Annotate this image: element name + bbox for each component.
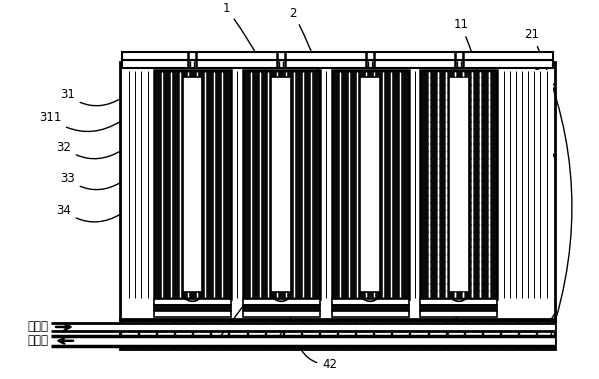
Bar (243, 70, 320, 299)
Text: 3: 3 (533, 68, 554, 85)
Text: 42: 42 (301, 350, 337, 371)
Text: 21: 21 (525, 28, 572, 336)
Bar (420, 305, 497, 311)
Bar (122, 70, 154, 299)
Text: 33: 33 (60, 172, 121, 190)
Text: 31: 31 (60, 88, 121, 106)
Bar (243, 305, 320, 311)
Bar (497, 70, 553, 299)
Bar (302, 321, 319, 349)
Bar (175, 321, 192, 349)
Bar (154, 311, 231, 317)
Text: 34: 34 (56, 204, 121, 222)
Bar (243, 299, 320, 305)
Bar (420, 299, 497, 305)
Bar (139, 321, 156, 349)
Bar (121, 321, 138, 349)
Text: 出水口: 出水口 (27, 334, 49, 347)
Bar (183, 77, 202, 293)
Bar (154, 70, 231, 299)
Bar (537, 321, 554, 349)
Bar (449, 77, 469, 293)
Bar (284, 321, 301, 349)
Bar (247, 321, 265, 349)
Bar (465, 321, 482, 349)
Bar (122, 60, 553, 68)
Bar (332, 311, 409, 317)
Bar (211, 321, 228, 349)
Bar (193, 321, 210, 349)
Bar (271, 77, 291, 293)
Bar (392, 321, 410, 349)
Bar (501, 321, 518, 349)
Text: 2: 2 (280, 6, 335, 335)
Bar (332, 70, 409, 299)
Bar (51, 336, 555, 346)
Bar (410, 321, 428, 349)
Bar (428, 321, 446, 349)
Bar (229, 321, 247, 349)
Bar (374, 321, 391, 349)
Bar (483, 321, 500, 349)
Bar (420, 311, 497, 317)
Bar (265, 321, 283, 349)
Bar (120, 319, 555, 349)
Bar (420, 70, 497, 299)
Text: 进水口: 进水口 (27, 321, 49, 334)
Text: 32: 32 (56, 141, 121, 159)
Bar (120, 63, 555, 321)
Bar (122, 53, 553, 60)
Bar (154, 305, 231, 311)
Text: 41: 41 (530, 127, 555, 158)
Bar (409, 70, 420, 299)
Bar (356, 321, 373, 349)
Text: 311: 311 (39, 111, 121, 132)
Bar (447, 321, 464, 349)
Bar (332, 305, 409, 311)
Bar (519, 321, 536, 349)
Text: 11: 11 (444, 18, 492, 340)
Bar (338, 321, 355, 349)
Bar (157, 321, 174, 349)
Bar (154, 299, 231, 305)
Bar (243, 311, 320, 317)
Bar (332, 299, 409, 305)
Bar (320, 321, 337, 349)
Text: 1: 1 (221, 2, 289, 336)
Bar (231, 70, 243, 299)
Bar (320, 70, 332, 299)
Bar (51, 323, 555, 331)
Bar (360, 77, 380, 293)
Text: 4: 4 (535, 314, 555, 335)
